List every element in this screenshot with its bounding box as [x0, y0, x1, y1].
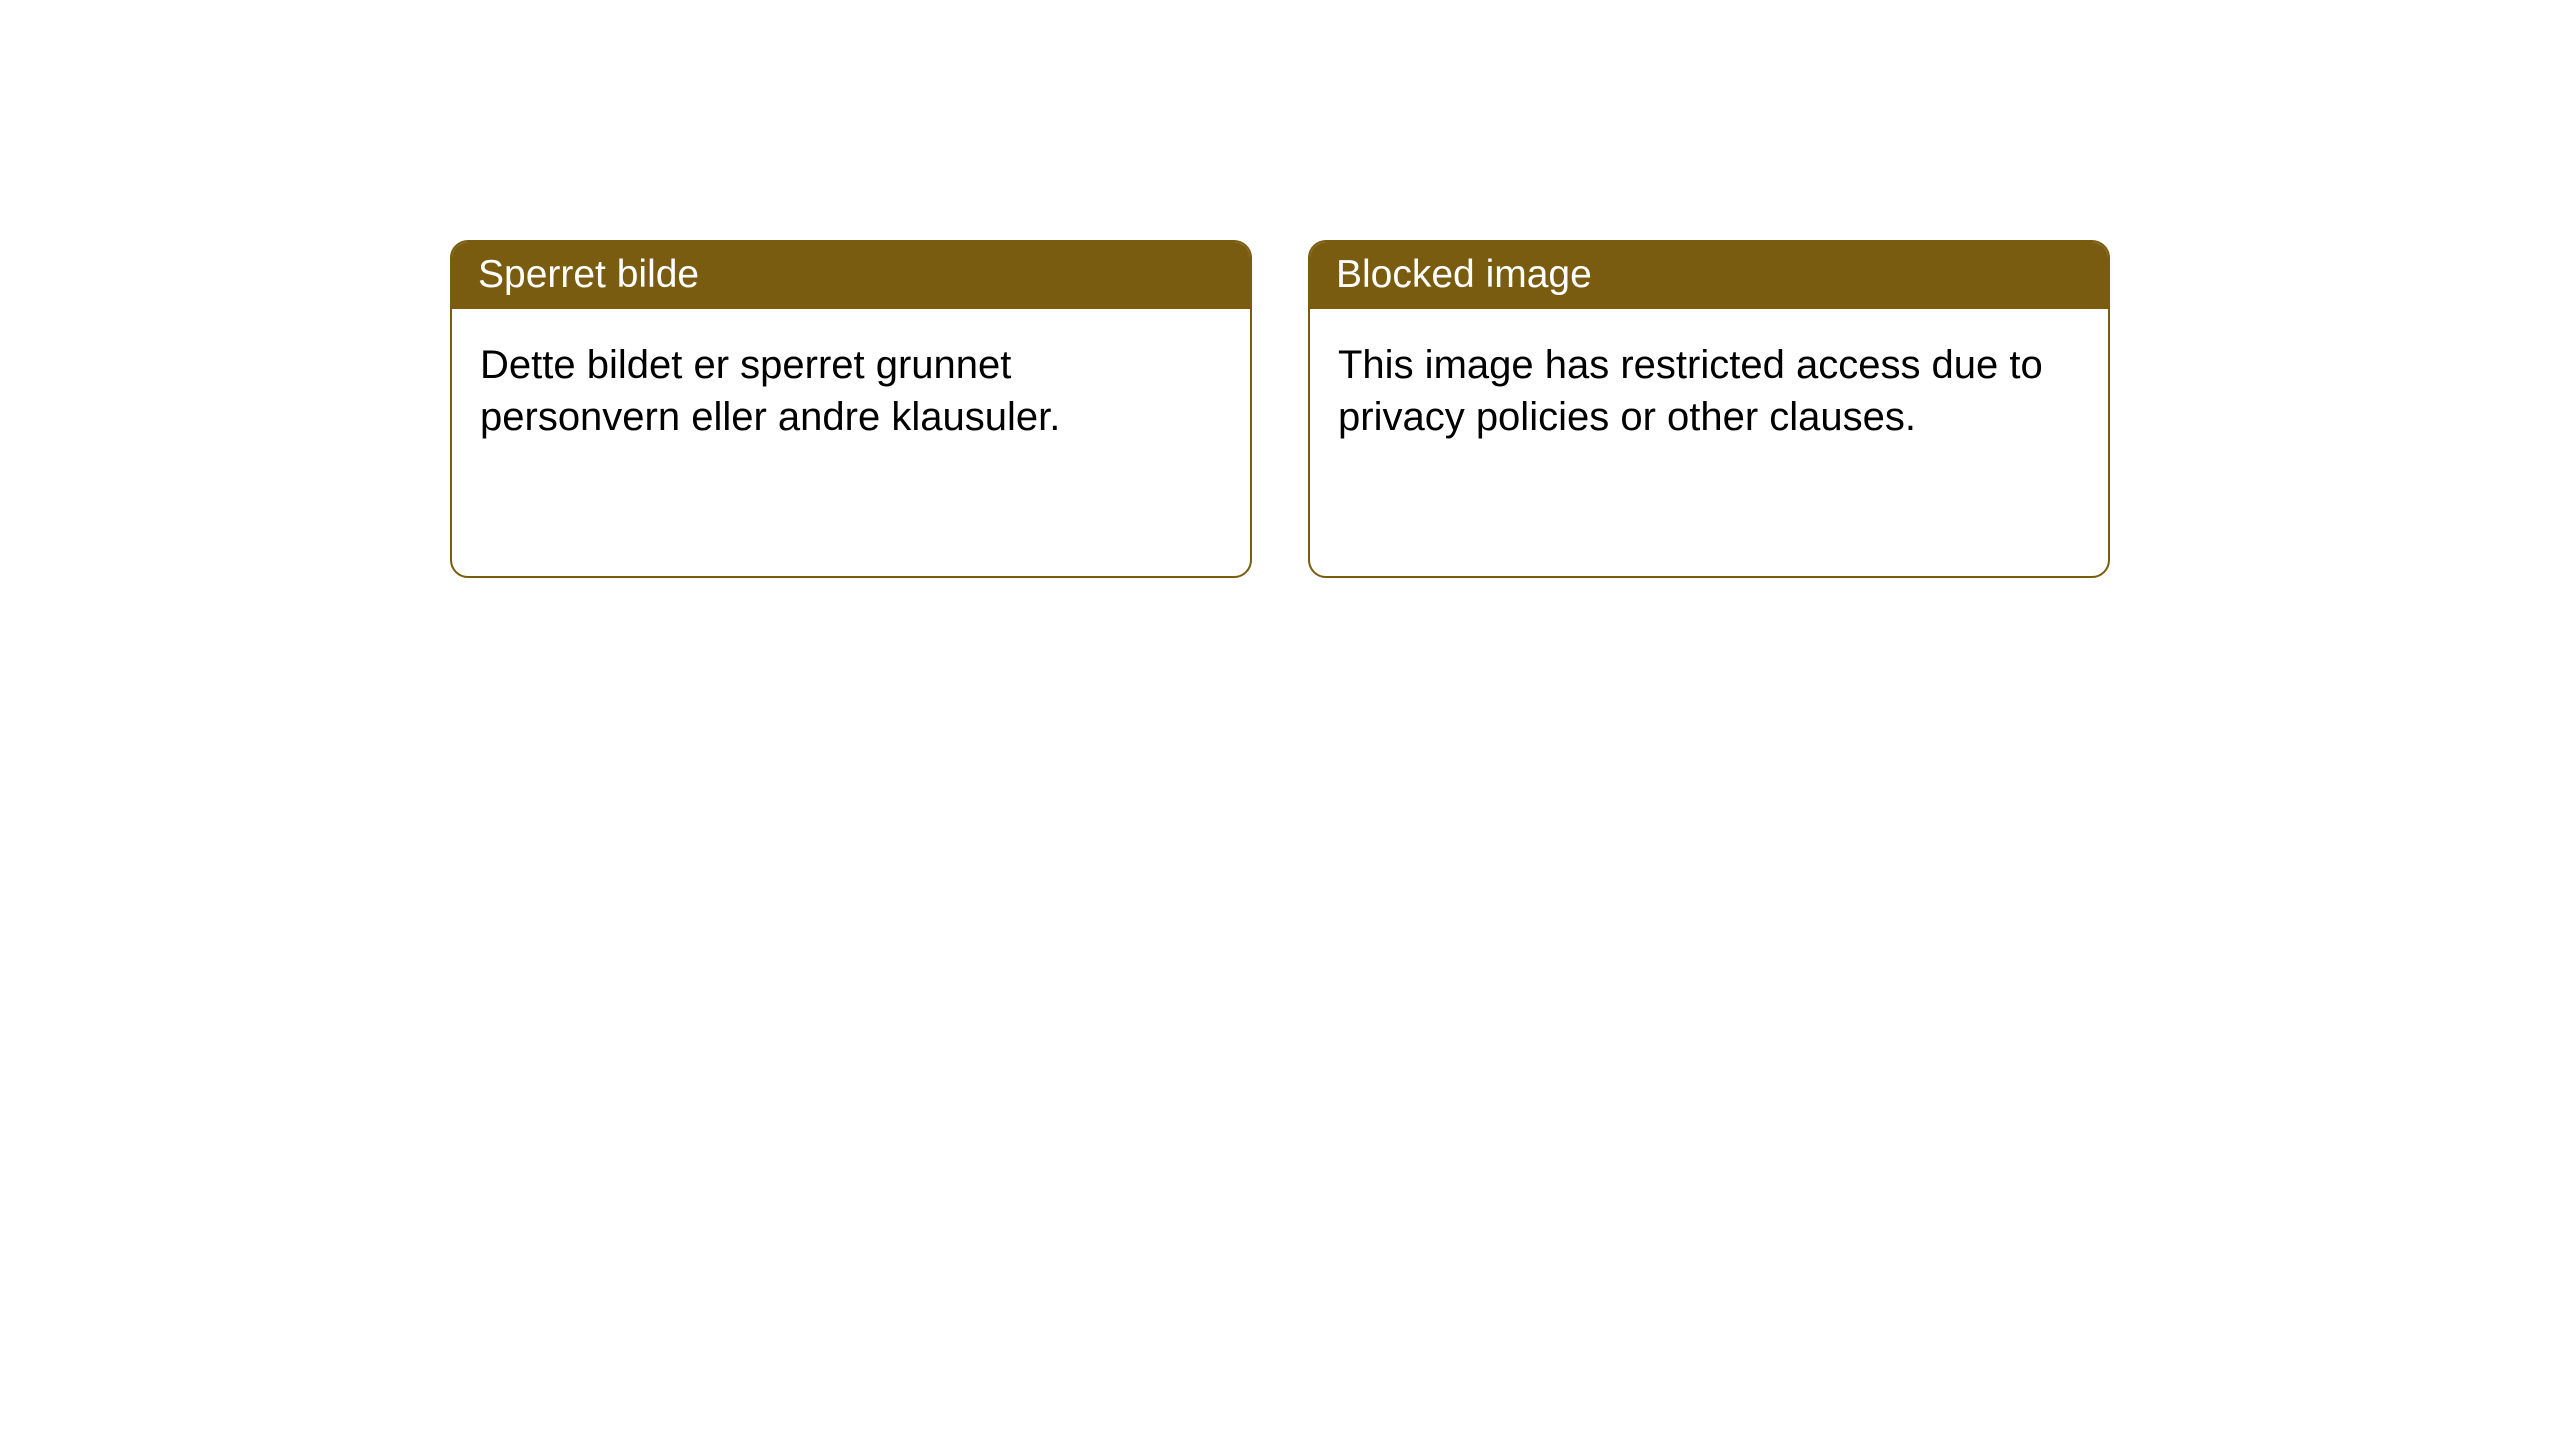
- notice-card-header: Blocked image: [1310, 242, 2108, 309]
- notice-card-english: Blocked image This image has restricted …: [1308, 240, 2110, 578]
- notice-container: Sperret bilde Dette bildet er sperret gr…: [0, 0, 2560, 578]
- notice-card-norwegian: Sperret bilde Dette bildet er sperret gr…: [450, 240, 1252, 578]
- notice-card-body: This image has restricted access due to …: [1310, 309, 2108, 473]
- notice-card-body: Dette bildet er sperret grunnet personve…: [452, 309, 1250, 473]
- notice-card-header: Sperret bilde: [452, 242, 1250, 309]
